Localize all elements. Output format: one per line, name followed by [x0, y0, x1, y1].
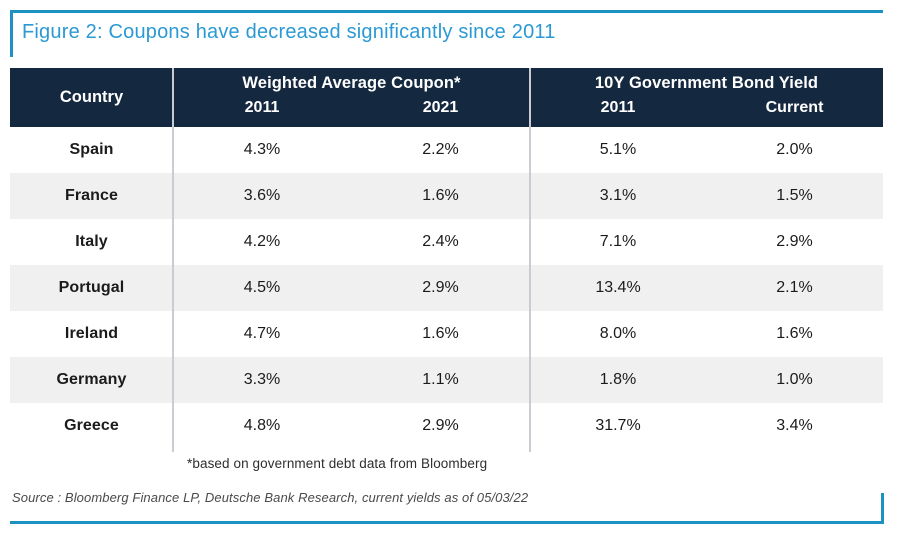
value-cell: 2.9% [776, 233, 813, 250]
country-cell: Italy [75, 233, 108, 250]
value-cell: 8.0% [599, 325, 637, 342]
country-cell: Germany [56, 371, 127, 388]
country-cell: Ireland [64, 325, 119, 342]
column-header-coupon-2011: 2011 [244, 99, 280, 116]
source-attribution: Source : Bloomberg Finance LP, Deutsche … [12, 490, 529, 505]
column-header-yield-current: Current [765, 99, 824, 116]
column-divider-country-coupon [172, 68, 174, 452]
figure-right-corner-tick [881, 493, 884, 524]
country-cell: France [64, 187, 119, 204]
value-cell: 2.4% [422, 233, 459, 250]
column-divider-coupon-yield [529, 68, 531, 452]
value-cell: 1.6% [422, 325, 459, 342]
value-cell: 2.9% [422, 417, 459, 434]
table-row-portugal: Portugal 4.5% 2.9% 13.4% 2.1% [10, 265, 883, 311]
figure-title: Figure 2: Coupons have decreased signifi… [22, 21, 556, 43]
value-cell: 4.3% [243, 141, 281, 158]
column-group-weighted-average-coupon: Weighted Average Coupon* 2011 2021 [173, 68, 530, 127]
table-header: Country Weighted Average Coupon* 2011 20… [10, 68, 883, 127]
value-cell: 2.2% [422, 141, 459, 158]
figure-left-corner-tick [10, 10, 13, 57]
value-cell: 3.6% [243, 187, 281, 204]
value-cell: 2.1% [776, 279, 813, 296]
value-cell: 4.8% [243, 417, 281, 434]
value-cell: 1.0% [776, 371, 813, 388]
country-cell: Portugal [58, 279, 125, 296]
value-cell: 3.4% [776, 417, 813, 434]
table-body: Spain 4.3% 2.2% 5.1% 2.0% France 3.6% 1.… [10, 127, 883, 449]
subheader-row-yield: 2011 Current [530, 99, 883, 127]
table-row-italy: Italy 4.2% 2.4% 7.1% 2.9% [10, 219, 883, 265]
column-group-10y-bond-yield: 10Y Government Bond Yield 2011 Current [530, 68, 883, 127]
value-cell: 7.1% [599, 233, 637, 250]
value-cell: 1.8% [599, 371, 637, 388]
table-row-ireland: Ireland 4.7% 1.6% 8.0% 1.6% [10, 311, 883, 357]
table-row-spain: Spain 4.3% 2.2% 5.1% 2.0% [10, 127, 883, 173]
figure-top-rule [10, 10, 883, 13]
group-label-yield: 10Y Government Bond Yield [594, 74, 819, 92]
table-row-france: France 3.6% 1.6% 3.1% 1.5% [10, 173, 883, 219]
value-cell: 31.7% [595, 417, 641, 434]
group-label-coupon: Weighted Average Coupon* [242, 74, 461, 92]
value-cell: 1.5% [776, 187, 813, 204]
value-cell: 3.1% [599, 187, 637, 204]
figure-bottom-rule [10, 521, 884, 524]
value-cell: 1.6% [422, 187, 459, 204]
value-cell: 4.5% [243, 279, 281, 296]
column-header-coupon-2021: 2021 [422, 99, 459, 116]
country-cell: Spain [69, 141, 114, 158]
value-cell: 13.4% [595, 279, 641, 296]
value-cell: 2.0% [776, 141, 813, 158]
value-cell: 1.6% [776, 325, 813, 342]
table-row-germany: Germany 3.3% 1.1% 1.8% 1.0% [10, 357, 883, 403]
coupon-yield-table: Country Weighted Average Coupon* 2011 20… [10, 68, 883, 449]
value-cell: 5.1% [599, 141, 637, 158]
value-cell: 1.1% [422, 371, 459, 388]
value-cell: 4.2% [243, 233, 281, 250]
value-cell: 2.9% [422, 279, 459, 296]
column-header-country: Country [59, 88, 124, 106]
country-cell: Greece [64, 417, 119, 434]
value-cell: 3.3% [243, 371, 281, 388]
value-cell: 4.7% [243, 325, 281, 342]
table-row-greece: Greece 4.8% 2.9% 31.7% 3.4% [10, 403, 883, 449]
table-footnote: *based on government debt data from Bloo… [187, 456, 488, 471]
column-header-yield-2011: 2011 [600, 99, 636, 116]
subheader-row-coupon: 2011 2021 [173, 99, 530, 127]
